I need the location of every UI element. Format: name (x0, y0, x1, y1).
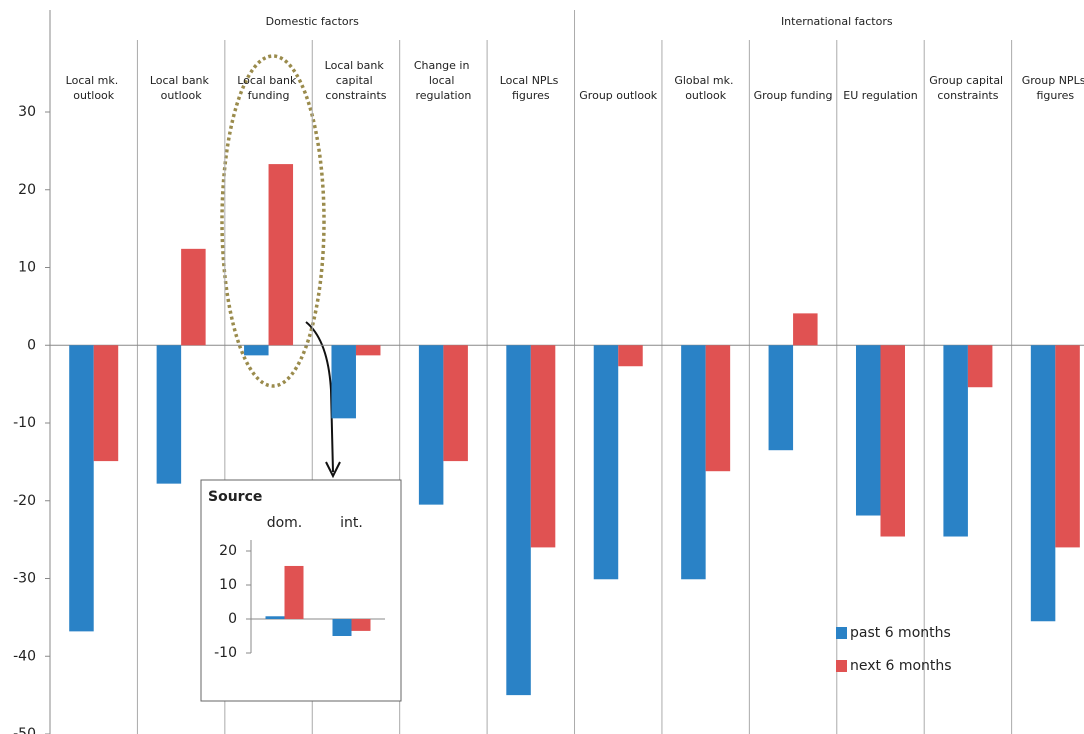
y-tick-label: -20 (13, 493, 36, 509)
x-category-label: Change in local regulation (414, 59, 473, 102)
x-category-label: EU regulation (843, 89, 917, 102)
arrow (305, 321, 334, 473)
bar (355, 345, 381, 356)
bar (768, 345, 794, 451)
bar (443, 345, 468, 462)
y-tick-label: 30 (18, 104, 36, 120)
bar (418, 345, 444, 505)
x-category-label: Local bank capital constraints (325, 59, 388, 102)
x-category-label: Group capital constraints (929, 74, 1006, 102)
legend-label: past 6 months (850, 625, 951, 641)
group-label: Domestic factors (266, 15, 360, 28)
bar (244, 345, 269, 356)
legend-swatch (836, 627, 847, 639)
y-tick-label: 0 (228, 611, 237, 627)
bar (705, 345, 731, 472)
y-tick-label: -10 (13, 415, 36, 431)
y-tick-label: 20 (18, 182, 36, 198)
bar (268, 164, 294, 346)
inset-category-label: dom. (267, 515, 303, 531)
bar (943, 345, 968, 537)
x-category-label: Local mk. outlook (66, 74, 122, 102)
y-tick-label: -30 (13, 571, 36, 587)
highlight-ellipse (220, 54, 326, 388)
bar (967, 345, 993, 388)
bar (351, 619, 371, 631)
arrow-head (325, 461, 341, 479)
x-category-label: Global mk. outlook (674, 74, 737, 102)
bar (681, 345, 706, 580)
legend-label: next 6 months (850, 658, 952, 674)
x-category-label: Group outlook (579, 89, 658, 102)
bar (855, 345, 881, 516)
bar (69, 345, 94, 632)
y-tick-label: 10 (219, 577, 237, 593)
bar (618, 345, 643, 367)
inset-title: Source (208, 489, 262, 505)
bar (181, 248, 206, 346)
x-category-label: Local bank outlook (150, 74, 213, 102)
y-tick-label: 10 (18, 260, 36, 276)
bar (593, 345, 619, 580)
bar (506, 345, 531, 696)
inset-category-label: int. (340, 515, 363, 531)
x-category-label: Local NPLs figures (500, 74, 562, 102)
y-tick-label: -50 (13, 726, 36, 734)
bar (793, 313, 818, 346)
x-category-label: Group funding (754, 89, 833, 102)
bar (284, 565, 304, 619)
bar (332, 619, 352, 636)
x-category-label: Group NPLs figures (1022, 74, 1084, 102)
bar (1030, 345, 1056, 622)
legend-swatch (836, 660, 847, 672)
bar (265, 616, 285, 619)
bar (93, 345, 119, 462)
bar (156, 345, 182, 484)
bar (880, 345, 905, 537)
x-category-label: Local bank funding (237, 74, 300, 102)
bar (530, 345, 556, 548)
y-tick-label: 20 (219, 543, 237, 559)
y-tick-label: -40 (13, 648, 36, 664)
bar (1055, 345, 1080, 548)
y-tick-label: -10 (214, 645, 237, 661)
y-tick-label: 0 (27, 337, 36, 353)
bar (331, 345, 356, 419)
group-label: International factors (781, 15, 893, 28)
